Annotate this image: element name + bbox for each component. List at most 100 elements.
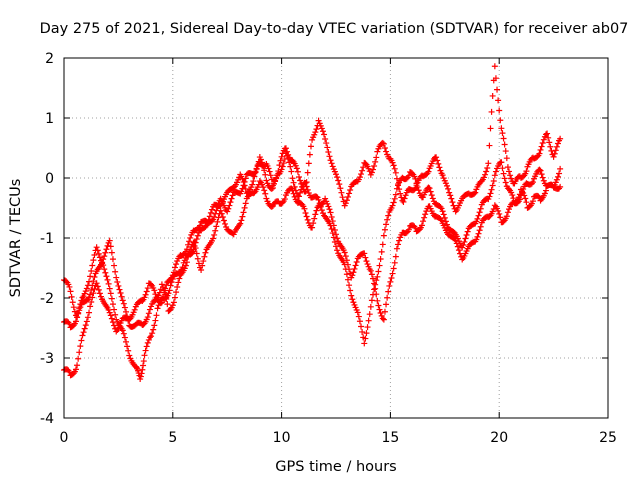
data-point (429, 195, 436, 202)
data-point (333, 171, 339, 178)
data-point (268, 176, 275, 183)
data-point (225, 205, 232, 212)
data-point (109, 319, 116, 326)
data-point (162, 285, 169, 292)
x-tick-label: 5 (168, 430, 177, 446)
data-point (449, 199, 456, 206)
data-point (488, 108, 495, 115)
data-point (546, 139, 553, 146)
data-point (488, 186, 495, 193)
data-point (191, 239, 198, 246)
data-point (499, 130, 506, 137)
data-point (202, 249, 209, 256)
data-point (87, 273, 94, 280)
chart-title: Day 275 of 2021, Sidereal Day-to-day VTE… (40, 21, 629, 37)
data-point (523, 168, 530, 175)
data-point (142, 347, 149, 354)
data-point (213, 207, 220, 214)
data-point (102, 269, 109, 276)
data-point (301, 205, 308, 212)
data-point (423, 208, 430, 215)
data-point (145, 310, 152, 317)
data-point (483, 168, 490, 175)
data-point (254, 162, 261, 169)
data-point (538, 171, 545, 178)
data-point (487, 125, 494, 132)
data-point (385, 212, 392, 219)
data-point (494, 86, 501, 93)
data-point (284, 152, 291, 159)
data-point (474, 215, 481, 222)
data-point (118, 293, 125, 300)
data-point (374, 148, 381, 155)
data-point (349, 296, 356, 303)
data-point (143, 288, 150, 295)
data-point (138, 370, 145, 377)
data-point (193, 250, 200, 257)
data-point (445, 185, 452, 192)
data-point (90, 290, 97, 297)
data-point (105, 280, 112, 287)
data-point (149, 330, 156, 337)
data-point (90, 257, 97, 264)
data-point (496, 210, 503, 217)
data-point (170, 299, 177, 306)
data-point (520, 173, 527, 180)
data-point (311, 131, 318, 138)
data-point (106, 285, 113, 292)
data-point (386, 282, 393, 289)
data-point (304, 169, 311, 176)
data-point (106, 237, 113, 244)
data-point (75, 310, 82, 317)
data-point (550, 184, 557, 191)
data-point (87, 303, 94, 310)
axis-ticks: 0 5 10 15 20 25 -4 -3 -2 -1 0 1 2 (40, 51, 617, 446)
data-point (325, 203, 332, 210)
data-point (498, 159, 505, 166)
data-point (343, 271, 350, 278)
data-point (145, 336, 152, 343)
y-tick-label: -4 (40, 411, 54, 427)
data-point (171, 294, 178, 301)
data-points (61, 63, 564, 383)
data-point (367, 267, 374, 274)
data-point (373, 154, 380, 161)
data-point (402, 192, 409, 199)
data-point (252, 168, 259, 175)
data-point (74, 314, 81, 321)
data-point (463, 231, 470, 238)
data-point (80, 329, 87, 336)
data-point (88, 268, 95, 275)
data-point (131, 306, 138, 313)
data-point (484, 165, 491, 172)
data-point (361, 340, 368, 347)
data-point (219, 214, 226, 221)
data-point (502, 179, 509, 186)
data-point (212, 210, 219, 217)
data-point (324, 144, 331, 151)
data-point (193, 236, 200, 243)
x-tick-label: 10 (273, 430, 291, 446)
data-point (269, 184, 276, 191)
data-point (383, 221, 390, 228)
data-point (102, 249, 109, 256)
data-point (161, 289, 168, 296)
data-point (81, 325, 88, 332)
data-point (164, 301, 171, 308)
data-point (366, 311, 373, 318)
data-point (328, 225, 335, 232)
data-point (303, 183, 310, 190)
data-point (75, 355, 82, 362)
data-point (414, 183, 421, 190)
data-point (312, 211, 319, 218)
data-point (199, 262, 206, 269)
data-point (362, 160, 369, 167)
data-point (82, 322, 89, 329)
data-point (350, 269, 357, 276)
data-point (281, 196, 288, 203)
data-point (554, 140, 561, 147)
data-point (473, 236, 480, 243)
data-point (241, 178, 248, 185)
data-point (551, 150, 558, 157)
data-point (146, 334, 153, 341)
